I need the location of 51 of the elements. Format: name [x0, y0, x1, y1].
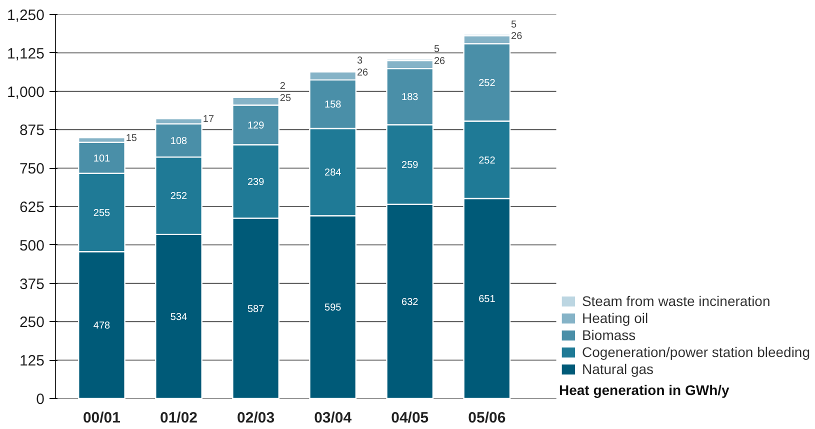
x-tick-label: 05/06 [468, 410, 506, 426]
y-tick-label: 875 [19, 122, 45, 140]
data-label: 15 [126, 133, 138, 144]
x-tick-label: 01/02 [160, 410, 198, 426]
legend-label: Biomass [582, 327, 636, 343]
data-label: 26 [511, 31, 523, 42]
data-label: 158 [324, 100, 342, 111]
y-tick-label: 750 [19, 160, 45, 178]
data-label: 26 [356, 67, 369, 78]
data-label: 284 [324, 168, 342, 179]
data-label: 239 [247, 176, 265, 188]
data-label: 2 [280, 81, 286, 92]
data-label: 101 [93, 153, 111, 164]
x-tick-label: 02/03 [237, 410, 275, 426]
y-tick-label: 625 [19, 199, 45, 216]
data-label: 252 [170, 191, 188, 202]
data-label: 26 [434, 56, 446, 68]
data-label: 255 [93, 208, 111, 219]
y-tick-label: 1,000 [6, 84, 45, 101]
x-tick-label: 04/05 [391, 410, 429, 426]
y-tick-label: 375 [19, 276, 45, 293]
y-tick-label: 1,250 [6, 7, 45, 24]
data-label: 5 [511, 19, 518, 30]
data-label: 3 [356, 56, 363, 67]
x-tick-label: 03/04 [314, 410, 352, 426]
data-label: 108 [170, 136, 188, 147]
data-label: 183 [402, 92, 419, 104]
legend-label: Cogeneration/power station bleeding [582, 344, 810, 360]
data-label: 259 [402, 160, 419, 172]
y-tick-label: 125 [19, 352, 45, 370]
y-tick-label: 500 [19, 237, 45, 254]
data-label: 587 [247, 304, 265, 315]
legend-label: Steam from waste incineration [582, 293, 770, 309]
data-label: 17 [202, 114, 214, 126]
y-tick-label: 1,125 [6, 45, 45, 62]
data-label: 129 [247, 120, 265, 132]
data-label: 632 [402, 296, 419, 308]
legend-label: Heating oil [582, 310, 648, 326]
data-label: 534 [170, 312, 188, 323]
data-label: 252 [478, 155, 496, 166]
y-tick-label: 0 [36, 391, 44, 408]
x-tick-label: 00/01 [82, 410, 121, 426]
data-label: 478 [93, 320, 111, 332]
data-label: 595 [324, 302, 342, 314]
data-label: 252 [478, 78, 496, 89]
x-axis-title: Heat generation in GWh/y [558, 382, 730, 398]
data-label: 651 [478, 294, 496, 306]
y-tick-label: 250 [19, 314, 45, 332]
data-label: 5 [434, 44, 440, 56]
data-label: 25 [280, 92, 292, 104]
legend-label: Natural gas [582, 361, 654, 377]
